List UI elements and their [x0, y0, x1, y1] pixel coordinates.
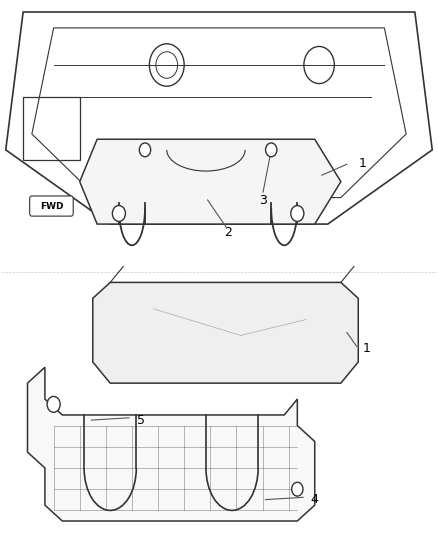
Circle shape	[139, 143, 151, 157]
Polygon shape	[80, 139, 341, 224]
Circle shape	[47, 397, 60, 413]
Text: 4: 4	[311, 494, 319, 506]
Polygon shape	[93, 282, 358, 383]
Circle shape	[291, 206, 304, 221]
Circle shape	[265, 143, 277, 157]
Text: 1: 1	[363, 342, 371, 355]
Text: FWD: FWD	[40, 201, 63, 211]
Circle shape	[292, 482, 303, 496]
Text: 1: 1	[358, 157, 366, 169]
FancyBboxPatch shape	[30, 196, 73, 216]
Text: 2: 2	[224, 225, 232, 239]
Circle shape	[113, 206, 125, 221]
Text: 3: 3	[258, 193, 266, 207]
Text: 5: 5	[137, 414, 145, 427]
Polygon shape	[28, 367, 315, 521]
